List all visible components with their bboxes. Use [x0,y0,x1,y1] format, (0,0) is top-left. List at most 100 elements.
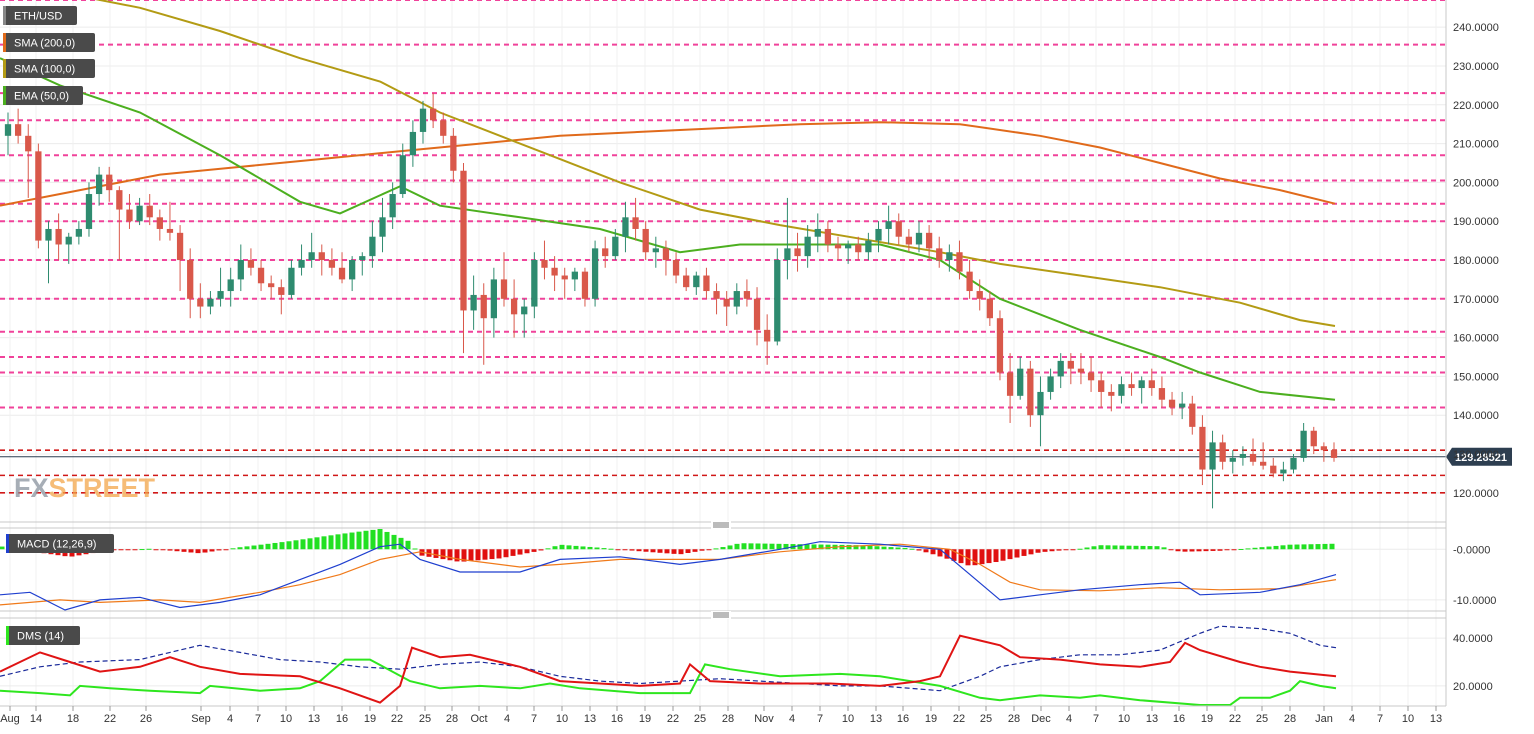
macd-bar [559,544,565,550]
sma-100-tag[interactable]: SMA (100,0) [3,59,95,78]
macd-bar [1133,545,1139,550]
sma-200-tag[interactable]: SMA (200,0) [3,33,95,52]
resize-handle-1[interactable] [711,521,731,529]
macd-bar [1231,549,1237,551]
candle [1168,391,1176,416]
macd-bar [909,548,915,550]
candle [936,236,943,268]
macd-bar [1084,547,1090,550]
macd-bar [489,549,495,560]
x-tick-label: 25 [1256,713,1268,725]
macd-bar [517,549,523,555]
x-tick-label: 16 [336,713,348,725]
macd-bar [1007,549,1013,560]
macd-bar [1021,549,1027,556]
macd-bar [713,548,719,550]
macd-bar [216,549,222,551]
candle [500,252,508,307]
candle [75,221,82,245]
candle [1209,430,1216,509]
candle [986,291,993,326]
macd-bar [902,547,908,550]
candle [551,256,558,292]
candle [996,310,1004,381]
watermark-text: FXSTREET [14,473,156,503]
macd-bar [377,529,383,550]
candle [176,225,184,292]
price-tick-label: 150.0000 [1453,371,1499,383]
macd-bar [181,549,187,552]
price-tick-label: 210.0000 [1453,139,1499,151]
x-tick-label: 7 [255,713,261,725]
x-tick-label: 19 [364,713,376,725]
candle [257,260,265,292]
macd-signal-line [0,543,1337,606]
resize-handle-2[interactable] [711,611,731,619]
adx-line [0,625,1337,692]
macd-bar [545,548,551,550]
candle [743,279,751,307]
macd-bar [1014,549,1020,558]
macd-bar [349,532,355,550]
macd-bar [468,549,474,561]
x-tick-label: 7 [531,713,537,725]
candle [571,267,578,292]
x-tick-label: 28 [446,713,458,725]
candle [885,205,892,245]
macd-bar [678,549,684,555]
candle [217,267,224,307]
macd-bar [272,542,278,550]
macd-bar [1000,549,1006,561]
candle [470,275,477,330]
macd-bar [1280,545,1286,550]
symbol-tag[interactable]: ETH/USD [3,6,77,25]
macd-bar [342,533,348,550]
macd-bar [538,549,544,551]
price-panel: FXSTREET 129.28521 120.0000 130.0000 140.0… [0,0,1512,705]
ema-50-tag[interactable]: EMA (50,0) [3,86,83,105]
macd-bar [748,543,754,550]
macd-bar [615,549,621,551]
candle [662,240,670,276]
macd-bar [286,541,292,550]
candle [956,240,963,280]
candle [1067,353,1074,385]
macd-bar [951,549,957,561]
price-tick-label: 170.0000 [1453,294,1499,306]
candle [1108,384,1115,412]
macd-bar [874,546,880,550]
price-tick-label: 160.0000 [1453,333,1499,345]
candle [652,236,659,268]
candle [1077,353,1085,385]
candle [440,112,447,144]
candle [1037,376,1044,447]
candle [946,244,953,272]
macd-bar [552,546,558,550]
candle [1219,434,1226,470]
price-tick-label: 240.0000 [1453,22,1499,34]
macd-bar [650,549,656,553]
x-tick-label: 13 [1146,713,1158,725]
candle [774,248,781,346]
macd-tick-label: -10.0000 [1453,595,1496,607]
candle [490,267,498,338]
candle [510,279,518,338]
x-tick-label: 13 [1430,713,1442,725]
candle [1179,391,1186,420]
macd-bar [580,546,586,550]
x-tick-label: 4 [789,713,795,725]
candle [834,236,842,260]
macd-tag[interactable]: MACD (12,26,9) [6,534,114,553]
dms-tag[interactable]: DMS (14) [6,626,80,645]
candle [622,201,629,253]
macd-bar [1042,549,1048,552]
x-tick-label: 13 [308,713,320,725]
x-tick-label: 25 [694,713,706,725]
macd-bar [1217,549,1223,551]
macd-bar [944,549,950,559]
macd-bar [993,549,999,563]
macd-bar [1105,545,1111,550]
candle [1260,442,1267,470]
price-tick-label: 120.0000 [1453,488,1499,500]
